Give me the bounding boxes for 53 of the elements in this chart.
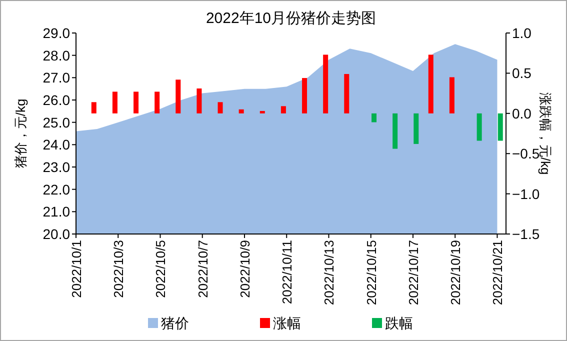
bar (134, 92, 139, 114)
x-tick-label: 2022/10/9 (237, 240, 252, 298)
legend-label: 跌幅 (385, 315, 413, 331)
x-tick-label: 2022/10/11 (280, 240, 295, 304)
x-tick-label: 2022/10/19 (448, 240, 464, 306)
bar (372, 113, 377, 122)
y-tick-label: 23.0 (42, 159, 70, 175)
bar (280, 106, 286, 114)
bar (176, 80, 181, 114)
bar (196, 88, 202, 114)
y2-tick-label: −0.5 (512, 146, 540, 162)
y-tick-label: 29.0 (42, 25, 70, 41)
x-tick-label: 2022/10/5 (153, 240, 168, 298)
bar (449, 77, 454, 114)
x-tick-label: 2022/10/13 (322, 240, 337, 306)
y2-tick-label: 0.5 (512, 65, 532, 82)
y-tick-label: 24.0 (42, 136, 70, 153)
bar (91, 102, 96, 114)
bar (112, 92, 118, 114)
x-tick-label: 2022/10/7 (195, 240, 210, 298)
y2-axis-title: 涨跌幅，元/kg (538, 92, 553, 175)
y-tick-label: 25.0 (42, 114, 70, 130)
y-tick-label: 22.0 (42, 181, 70, 198)
chart-title: 2022年10月份猪价走势图 (206, 10, 376, 27)
x-tick-label: 2022/10/21 (490, 240, 506, 306)
bar (476, 113, 482, 141)
x-tick-label: 2022/10/3 (111, 240, 126, 298)
bar (154, 92, 160, 114)
x-tick-label: 2022/10/1 (69, 240, 84, 298)
y-tick-label: 28.0 (42, 47, 70, 64)
legend-label: 猪价 (161, 315, 189, 331)
y2-tick-label: −1.5 (512, 226, 540, 242)
bar (238, 109, 244, 114)
x-tick-label: 2022/10/15 (364, 240, 379, 306)
bar (414, 113, 419, 144)
bar (218, 102, 223, 114)
y-tick-label: 26.0 (42, 92, 70, 108)
bar (428, 54, 434, 114)
bar (260, 110, 265, 114)
y2-tick-label: −1.0 (512, 186, 540, 202)
y-axis-title: 猪价，元/kg (13, 98, 28, 168)
bar (302, 78, 308, 114)
bar (344, 74, 350, 114)
y-tick-label: 21.0 (42, 204, 70, 220)
y2-tick-label: 1.0 (512, 25, 532, 41)
y-tick-label: 20.0 (42, 226, 70, 242)
y2-tick-label: 0.0 (512, 105, 532, 122)
bar (392, 113, 398, 149)
x-tick-label: 2022/10/17 (406, 240, 421, 306)
bar (323, 54, 328, 114)
y-tick-label: 27.0 (42, 70, 70, 86)
legend-label: 涨幅 (273, 315, 301, 331)
bar (498, 113, 503, 141)
